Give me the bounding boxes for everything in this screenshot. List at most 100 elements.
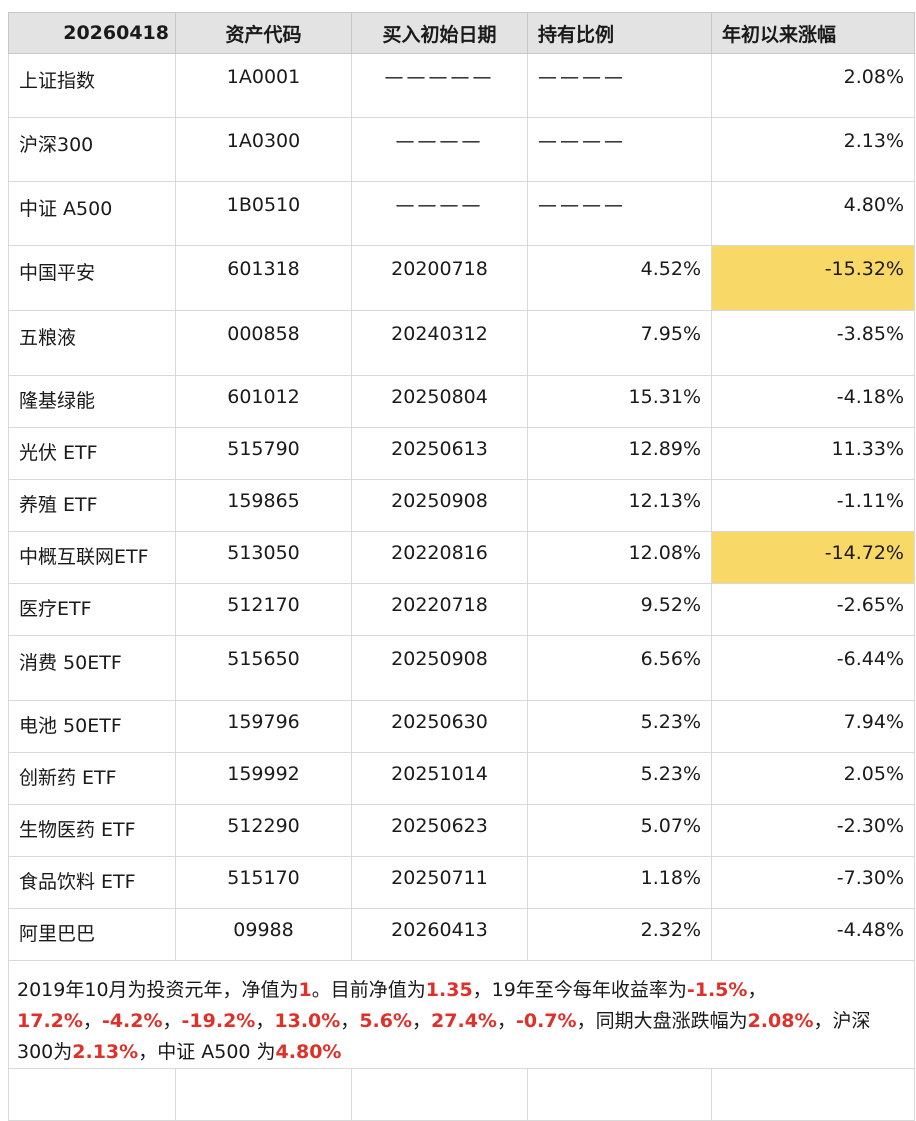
buy-date-cell[interactable]: 20200718	[351, 245, 528, 311]
holding-ratio-cell[interactable]: 12.13%	[527, 479, 712, 532]
ytd-change-cell[interactable]: -15.32%	[711, 245, 915, 311]
asset-name-cell[interactable]: 消费 50ETF	[8, 635, 176, 701]
ytd-change-cell[interactable]: -4.18%	[711, 375, 915, 428]
asset-name-cell[interactable]: 上证指数	[8, 53, 176, 118]
asset-code-cell[interactable]: 513050	[175, 531, 352, 584]
asset-name-cell[interactable]: 沪深300	[8, 117, 176, 182]
ytd-change-cell[interactable]: 7.94%	[711, 700, 915, 753]
header-date[interactable]: 20260418	[8, 12, 176, 54]
ytd-change-cell[interactable]: -2.30%	[711, 804, 915, 857]
holding-ratio-cell[interactable]: 1.18%	[527, 856, 712, 909]
buy-date-cell[interactable]: ————	[351, 117, 528, 182]
ytd-change-cell[interactable]: 2.13%	[711, 117, 915, 182]
ytd-change-cell[interactable]: 2.08%	[711, 53, 915, 118]
asset-name-cell[interactable]: 电池 50ETF	[8, 700, 176, 753]
table-row: 光伏 ETF 515790 20250613 12.89% 11.33%	[8, 427, 915, 480]
table-row: 阿里巴巴 09988 20260413 2.32% -4.48%	[8, 908, 915, 961]
holding-ratio-cell[interactable]: 9.52%	[527, 583, 712, 636]
buy-date-cell[interactable]: 20250711	[351, 856, 528, 909]
table-cell[interactable]	[8, 1068, 176, 1121]
table-cell[interactable]	[175, 1068, 352, 1121]
ytd-change-cell[interactable]: 2.05%	[711, 752, 915, 805]
asset-name-cell[interactable]: 食品饮料 ETF	[8, 856, 176, 909]
ytd-change-cell[interactable]: -1.11%	[711, 479, 915, 532]
summary-note[interactable]: 2019年10月为投资元年，净值为1。目前净值为1.35，19年至今每年收益率为…	[8, 960, 915, 1069]
asset-name-cell[interactable]: 五粮液	[8, 310, 176, 376]
asset-code-cell[interactable]: 512170	[175, 583, 352, 636]
ytd-change-cell[interactable]: -6.44%	[711, 635, 915, 701]
asset-code-cell[interactable]: 601318	[175, 245, 352, 311]
buy-date-cell[interactable]: —————	[351, 53, 528, 118]
asset-code-cell[interactable]: 1B0510	[175, 181, 352, 246]
header-buy-date[interactable]: 买入初始日期	[351, 12, 528, 54]
buy-date-cell[interactable]: ————	[351, 181, 528, 246]
buy-date-cell[interactable]: 20260413	[351, 908, 528, 961]
holding-ratio-cell[interactable]: 15.31%	[527, 375, 712, 428]
header-holding-ratio[interactable]: 持有比例	[527, 12, 712, 54]
asset-code-cell[interactable]: 515790	[175, 427, 352, 480]
note-row: 2019年10月为投资元年，净值为1。目前净值为1.35，19年至今每年收益率为…	[8, 960, 915, 1069]
asset-code-cell[interactable]: 512290	[175, 804, 352, 857]
asset-code-cell[interactable]: 000858	[175, 310, 352, 376]
asset-code-cell[interactable]: 515650	[175, 635, 352, 701]
asset-name-cell[interactable]: 中证 A500	[8, 181, 176, 246]
holding-ratio-cell[interactable]: ————	[527, 181, 712, 246]
note-emphasis: 5.6%	[359, 1010, 413, 1032]
buy-date-cell[interactable]: 20240312	[351, 310, 528, 376]
table-cell[interactable]	[527, 1068, 712, 1121]
buy-date-cell[interactable]: 20250804	[351, 375, 528, 428]
holding-ratio-cell[interactable]: 5.23%	[527, 752, 712, 805]
buy-date-cell[interactable]: 20251014	[351, 752, 528, 805]
blank-row	[8, 1068, 915, 1121]
holding-ratio-cell[interactable]: 2.32%	[527, 908, 712, 961]
asset-name-cell[interactable]: 创新药 ETF	[8, 752, 176, 805]
header-asset-code[interactable]: 资产代码	[175, 12, 352, 54]
asset-name-cell[interactable]: 生物医药 ETF	[8, 804, 176, 857]
asset-name-cell[interactable]: 阿里巴巴	[8, 908, 176, 961]
table-row: 电池 50ETF 159796 20250630 5.23% 7.94%	[8, 700, 915, 753]
ytd-change-cell[interactable]: -7.30%	[711, 856, 915, 909]
asset-name-cell[interactable]: 隆基绿能	[8, 375, 176, 428]
buy-date-cell[interactable]: 20250613	[351, 427, 528, 480]
ytd-change-cell[interactable]: -14.72%	[711, 531, 915, 584]
ytd-change-cell[interactable]: -2.65%	[711, 583, 915, 636]
buy-date-cell[interactable]: 20220816	[351, 531, 528, 584]
ytd-change-cell[interactable]: 4.80%	[711, 181, 915, 246]
table-cell[interactable]	[351, 1068, 528, 1121]
table-cell[interactable]	[711, 1068, 915, 1121]
asset-name-cell[interactable]: 中国平安	[8, 245, 176, 311]
holding-ratio-cell[interactable]: 5.07%	[527, 804, 712, 857]
holding-ratio-cell[interactable]: 12.89%	[527, 427, 712, 480]
buy-date-cell[interactable]: 20220718	[351, 583, 528, 636]
asset-code-cell[interactable]: 601012	[175, 375, 352, 428]
holding-ratio-cell[interactable]: 5.23%	[527, 700, 712, 753]
note-text: ，中证 A500 为	[138, 1041, 276, 1063]
buy-date-cell[interactable]: 20250908	[351, 479, 528, 532]
buy-date-cell[interactable]: 20250630	[351, 700, 528, 753]
note-text: ，	[255, 1010, 275, 1032]
asset-name-cell[interactable]: 光伏 ETF	[8, 427, 176, 480]
asset-code-cell[interactable]: 159992	[175, 752, 352, 805]
ytd-change-cell[interactable]: 11.33%	[711, 427, 915, 480]
header-ytd-change[interactable]: 年初以来涨幅	[711, 12, 915, 54]
buy-date-cell[interactable]: 20250908	[351, 635, 528, 701]
asset-code-cell[interactable]: 1A0001	[175, 53, 352, 118]
holding-ratio-cell[interactable]: ————	[527, 117, 712, 182]
holding-ratio-cell[interactable]: ————	[527, 53, 712, 118]
asset-code-cell[interactable]: 1A0300	[175, 117, 352, 182]
table-row: 沪深300 1A0300 ———— ———— 2.13%	[8, 117, 915, 182]
asset-name-cell[interactable]: 医疗ETF	[8, 583, 176, 636]
holding-ratio-cell[interactable]: 4.52%	[527, 245, 712, 311]
holding-ratio-cell[interactable]: 6.56%	[527, 635, 712, 701]
asset-code-cell[interactable]: 09988	[175, 908, 352, 961]
asset-name-cell[interactable]: 养殖 ETF	[8, 479, 176, 532]
buy-date-cell[interactable]: 20250623	[351, 804, 528, 857]
asset-code-cell[interactable]: 159796	[175, 700, 352, 753]
asset-name-cell[interactable]: 中概互联网ETF	[8, 531, 176, 584]
asset-code-cell[interactable]: 159865	[175, 479, 352, 532]
ytd-change-cell[interactable]: -4.48%	[711, 908, 915, 961]
holding-ratio-cell[interactable]: 12.08%	[527, 531, 712, 584]
holding-ratio-cell[interactable]: 7.95%	[527, 310, 712, 376]
asset-code-cell[interactable]: 515170	[175, 856, 352, 909]
ytd-change-cell[interactable]: -3.85%	[711, 310, 915, 376]
